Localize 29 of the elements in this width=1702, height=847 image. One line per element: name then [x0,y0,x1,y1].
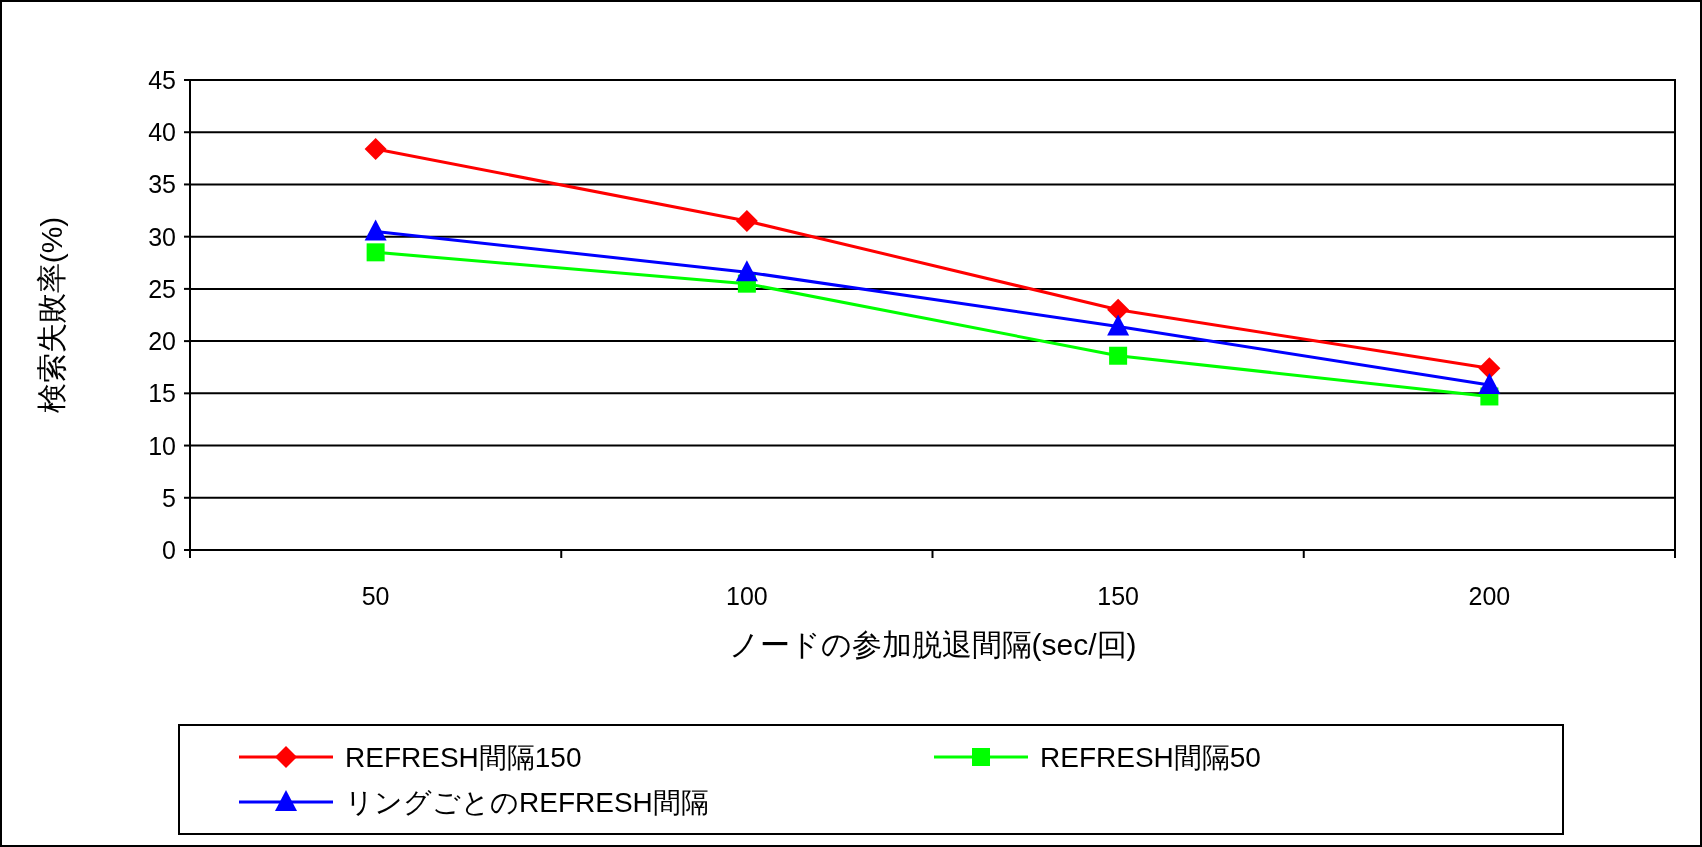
y-tick-label: 10 [148,431,176,460]
point [1478,357,1501,380]
point [1107,314,1130,336]
point [735,210,758,232]
legend-label: リングごとのREFRESH間隔 [345,787,709,818]
y-tick-label: 5 [162,483,176,512]
point [364,219,387,241]
point [1109,346,1128,365]
x-tick-label: 200 [1468,582,1511,610]
point [364,137,387,160]
y-tick-label: 40 [148,118,176,147]
x-tick-label: 100 [726,582,768,610]
legend-label: REFRESH間隔50 [1040,742,1261,773]
y-tick-label: 15 [148,379,176,408]
point [366,243,385,262]
y-axis-title: 検索失敗率(%) [35,216,68,414]
legend-label: REFRESH間隔150 [345,742,582,773]
x-tick-label: 50 [361,582,390,610]
y-tick-label: 25 [148,274,176,303]
y-tick-label: 35 [148,170,176,199]
y-tick-label: 0 [162,536,176,564]
y-tick-label: 20 [148,327,176,356]
point [1478,372,1501,394]
point [1107,298,1130,321]
x-axis-title: ノードの参加脱退間隔(sec/回) [728,628,1137,661]
x-tick-label: 150 [1097,582,1139,610]
point [735,260,758,282]
y-tick-label: 30 [148,222,176,251]
y-tick-label: 45 [148,66,176,94]
